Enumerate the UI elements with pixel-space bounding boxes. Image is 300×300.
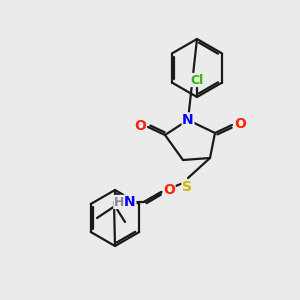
Text: N: N: [182, 113, 194, 127]
Text: N: N: [124, 195, 136, 209]
Text: Cl: Cl: [190, 74, 204, 86]
Text: O: O: [134, 119, 146, 133]
Text: H: H: [114, 196, 124, 208]
Text: S: S: [182, 180, 192, 194]
Text: O: O: [234, 117, 246, 131]
Text: O: O: [163, 183, 175, 197]
